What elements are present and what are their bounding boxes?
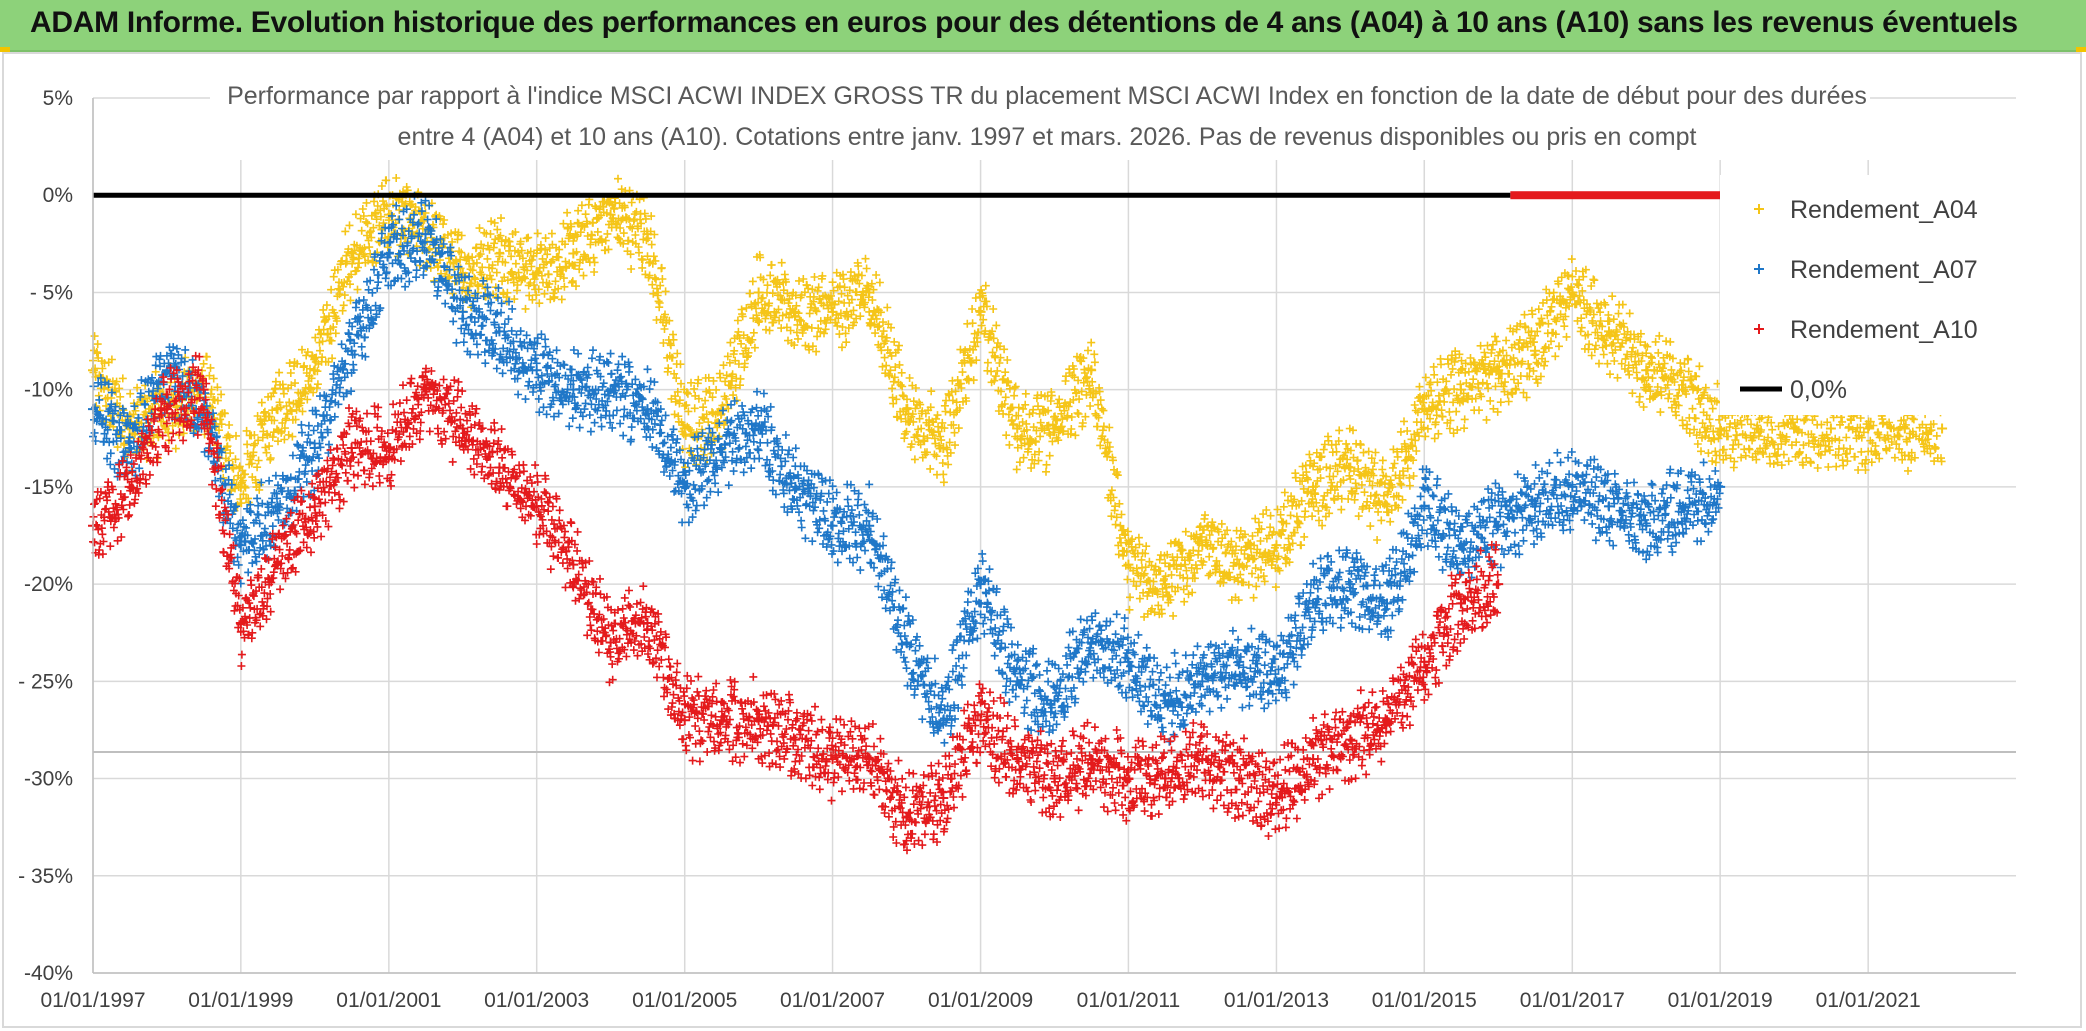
x-tick-label: 01/01/2009 [928, 989, 1033, 1012]
y-tick-label: - 5% [30, 281, 73, 304]
y-tick-label: - 25% [18, 670, 73, 693]
y-tick-label: -30% [24, 768, 73, 791]
x-tick-label: 01/01/2019 [1668, 989, 1773, 1012]
x-tick-label: 01/01/2021 [1816, 989, 1921, 1012]
y-tick-label: 5% [43, 87, 73, 110]
legend-label: 0,0% [1790, 376, 1847, 404]
y-tick-label: -15% [24, 476, 73, 499]
x-tick-label: 01/01/2013 [1224, 989, 1329, 1012]
chart-frame [2, 52, 2082, 1028]
series-Rendement_A04 [88, 174, 1948, 621]
x-tick-label: 01/01/1997 [40, 989, 145, 1012]
x-tick-label: 01/01/2005 [632, 989, 737, 1012]
data-point [1937, 423, 1948, 434]
title-banner: ADAM Informe. Evolution historique des p… [0, 0, 2086, 52]
x-tick-label: 01/01/2015 [1372, 989, 1477, 1012]
y-tick-label: -20% [24, 573, 73, 596]
x-tick-label: 01/01/2007 [780, 989, 885, 1012]
x-tick-label: 01/01/2017 [1520, 989, 1625, 1012]
data-point [753, 287, 764, 298]
x-tick-label: 01/01/2001 [336, 989, 441, 1012]
legend-label: Rendement_A04 [1790, 196, 1978, 224]
legend-plus-marker [1754, 204, 1764, 214]
chart-title-line-2: entre 4 (A04) et 10 ans (A10). Cotations… [398, 123, 1697, 151]
y-tick-label: -40% [24, 962, 73, 985]
x-tick-label: 01/01/2003 [484, 989, 589, 1012]
data-point [198, 384, 209, 395]
corner-marker [2076, 47, 2086, 52]
legend-label: Rendement_A07 [1790, 256, 1978, 284]
legend-background [1720, 175, 2016, 415]
legend-label: Rendement_A10 [1790, 316, 1978, 344]
legend-plus-marker [1754, 324, 1764, 334]
data-point [1345, 734, 1356, 745]
page-title: ADAM Informe. Evolution historique des p… [30, 6, 2018, 39]
y-tick-label: 0% [43, 184, 73, 207]
axes: 5% 0% - 5% -10% -15% -20% - 25% -30% - 35% -40% 01… [18, 87, 2016, 1012]
legend: Rendement_A04 Rendement_A07 Rendement_A10 0… [1720, 175, 2016, 415]
chart-title-line-1: Performance par rapport à l'indice MSCI … [227, 82, 1867, 110]
data-point [1825, 423, 1836, 434]
legend-plus-marker [1754, 264, 1764, 274]
x-tick-label: 01/01/1999 [188, 989, 293, 1012]
corner-marker [0, 47, 10, 52]
y-tick-label: - 35% [18, 865, 73, 888]
series-points [89, 174, 1946, 621]
title-background [210, 78, 1870, 160]
x-tick-label: 01/01/2011 [1077, 989, 1181, 1012]
zero-line-red-segment [1510, 191, 1721, 200]
y-tick-label: -10% [24, 379, 73, 402]
